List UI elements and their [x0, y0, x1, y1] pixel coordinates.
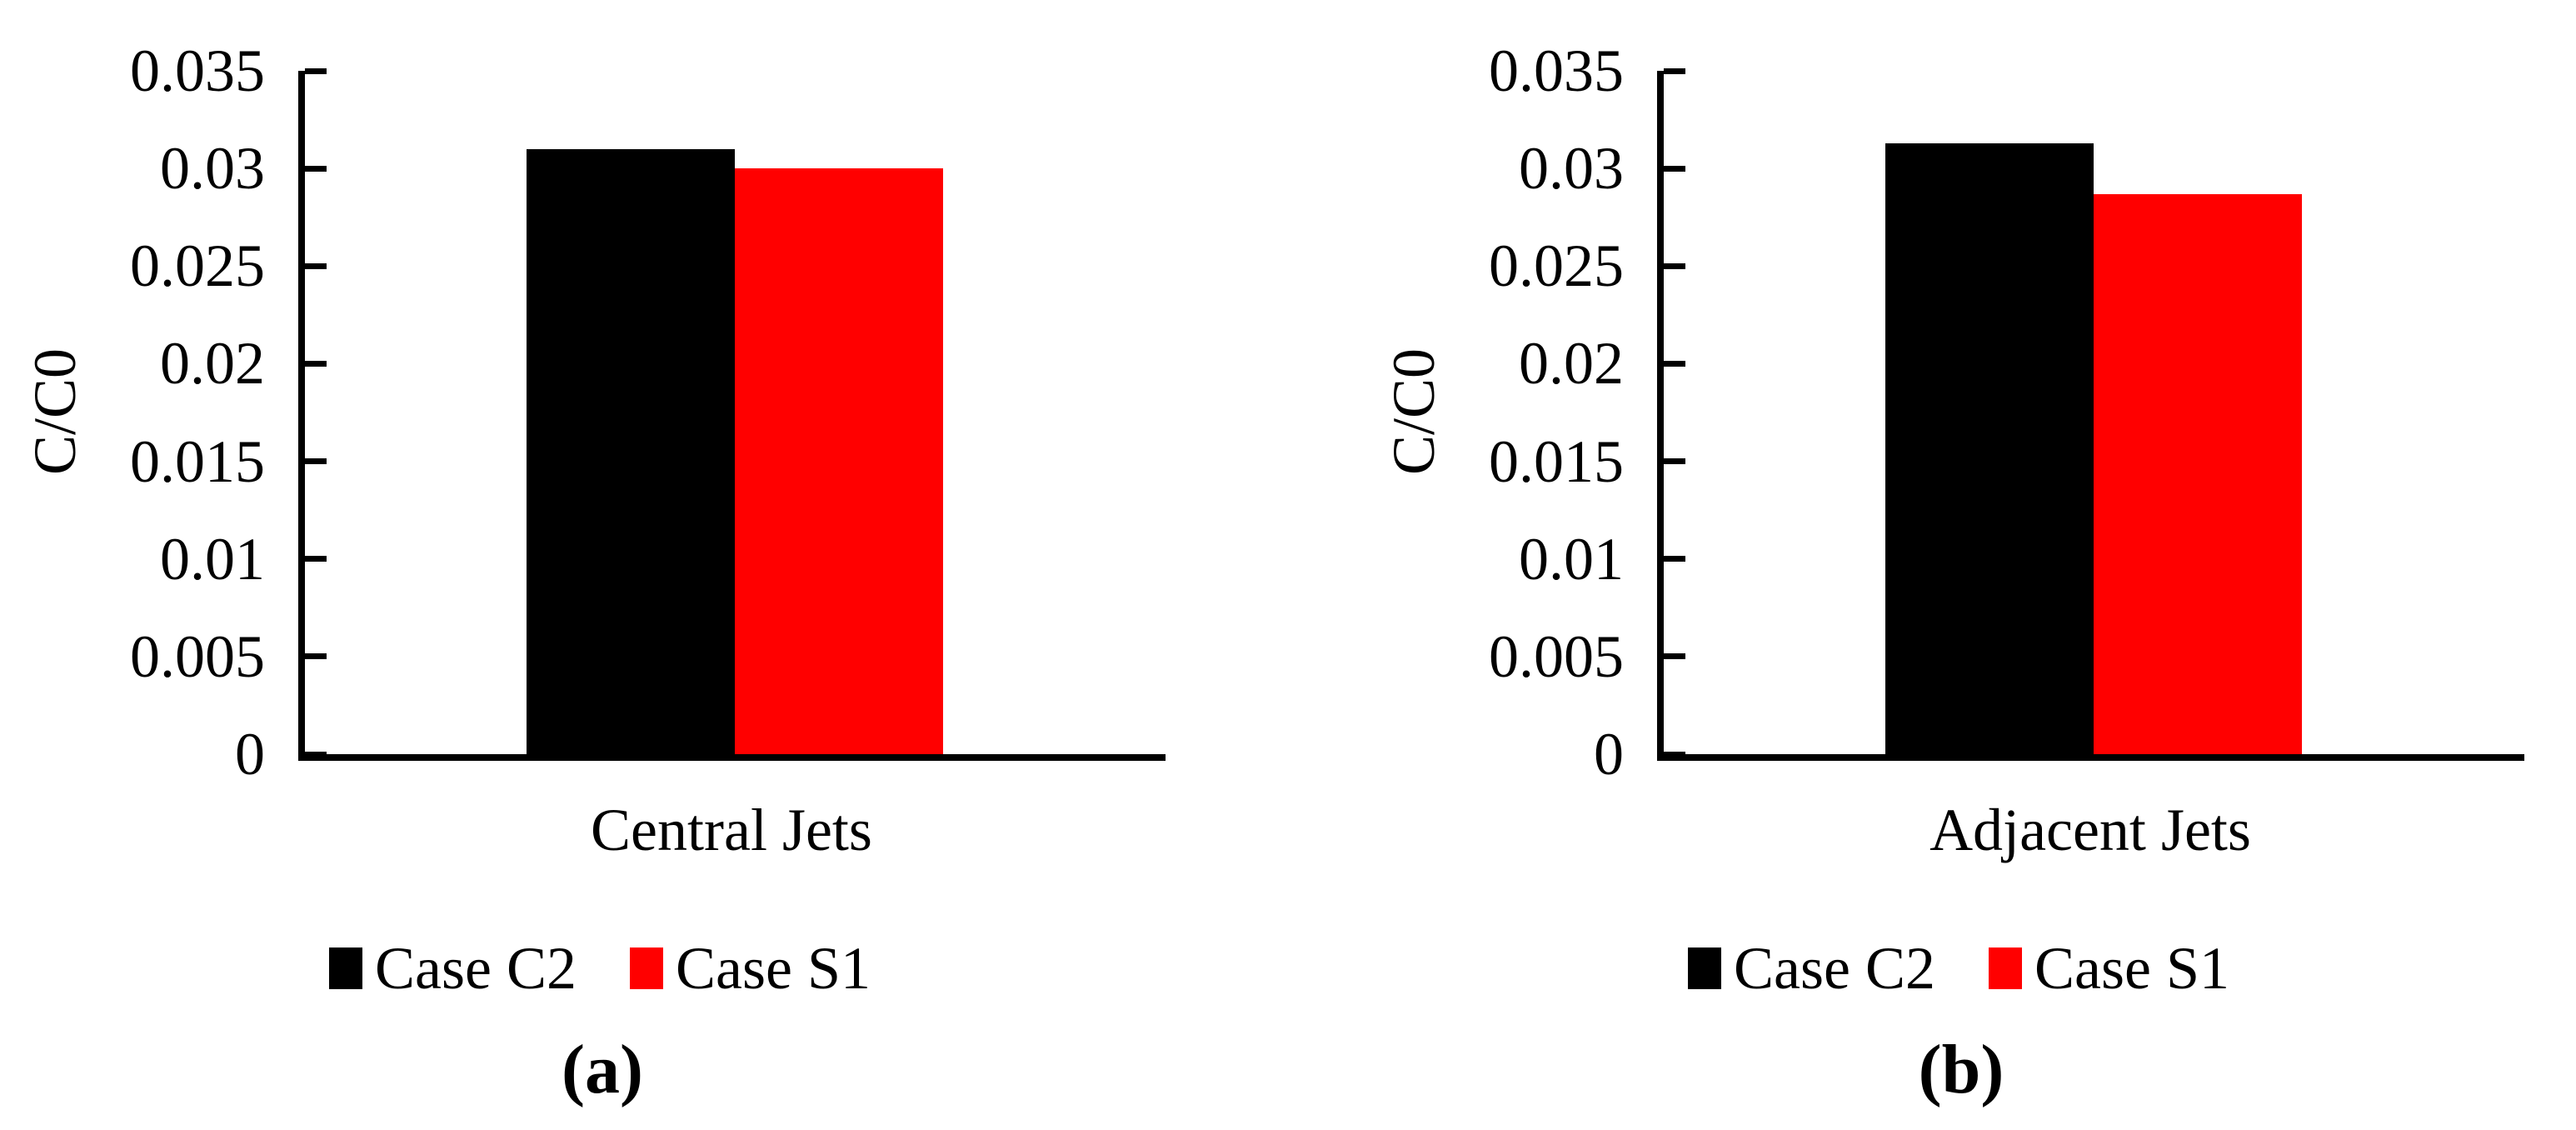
legend: Case C2 Case S1 [329, 937, 871, 1000]
y-axis-tick [305, 751, 327, 758]
y-axis-tick [305, 556, 327, 562]
y-tick-label: 0.03 [160, 135, 265, 202]
y-tick-label: 0.035 [1489, 38, 1624, 104]
bar-case-c2 [1885, 143, 2094, 754]
y-tick-label: 0 [235, 721, 265, 788]
y-axis-tick [1664, 68, 1685, 74]
legend-label: Case C2 [1734, 935, 1935, 1002]
x-category-label: Central Jets [591, 797, 872, 863]
subfigure-caption: (b) [1918, 1031, 2004, 1108]
y-axis-tick [305, 68, 327, 74]
legend-swatch-icon [1988, 948, 2022, 989]
y-tick-label: 0.02 [1519, 330, 1624, 398]
bar-case-c2 [527, 149, 735, 754]
legend-label: Case C2 [375, 935, 577, 1002]
y-axis-tick [305, 653, 327, 660]
legend-swatch-icon [629, 948, 663, 989]
plot-area [1657, 68, 2524, 761]
y-axis-tick [305, 262, 327, 269]
y-axis-tick [305, 360, 327, 367]
legend-item: Case S1 [1988, 935, 2229, 1002]
legend-item: Case C2 [1688, 937, 1935, 1000]
subfigure-caption: (a) [562, 1031, 643, 1108]
y-tick-label: 0.015 [1489, 428, 1624, 495]
legend-item: Case C2 [329, 937, 577, 1000]
plot-area [298, 68, 1166, 761]
legend-label: Case S1 [675, 935, 871, 1002]
y-axis-tick [1664, 556, 1685, 562]
legend-swatch-icon [329, 948, 362, 989]
legend-item: Case S1 [629, 935, 871, 1002]
y-tick-label: 0.01 [1519, 525, 1624, 592]
y-tick-label: 0.015 [130, 428, 265, 495]
y-tick-label: 0 [1594, 721, 1624, 788]
bar-case-s1 [2094, 194, 2302, 754]
y-axis-tick [1664, 458, 1685, 465]
y-tick-label: 0.02 [160, 330, 265, 398]
y-axis-tick [1664, 165, 1685, 172]
y-tick-label: 0.025 [1489, 232, 1624, 300]
y-axis-tick [1664, 262, 1685, 269]
y-tick-label: 0.01 [160, 525, 265, 592]
y-axis-tick [305, 458, 327, 465]
bar-case-s1 [735, 168, 943, 754]
y-tick-label: 0.03 [1519, 135, 1624, 202]
chart-panel-b: C/C0 Adjacent Jets Case C2 Case S1 (b) 0… [1288, 0, 2576, 1130]
legend-label: Case S1 [2034, 935, 2229, 1002]
y-axis-tick [1664, 751, 1685, 758]
legend-swatch-icon [1688, 948, 1721, 989]
y-axis-tick [1664, 360, 1685, 367]
x-category-label: Adjacent Jets [1930, 797, 2251, 863]
y-axis-tick [305, 165, 327, 172]
y-tick-label: 0.035 [130, 38, 265, 104]
y-tick-label: 0.005 [130, 622, 265, 690]
y-tick-label: 0.025 [130, 232, 265, 300]
legend: Case C2 Case S1 [1688, 937, 2229, 1000]
y-axis-title: C/C0 [22, 348, 88, 476]
chart-panel-a: C/C0 Central Jets Case C2 Case S1 (a) 0 0… [22, 38, 1166, 1108]
y-axis-title: C/C0 [1380, 348, 1447, 476]
y-axis-tick [1664, 653, 1685, 660]
y-tick-label: 0.005 [1489, 622, 1624, 690]
